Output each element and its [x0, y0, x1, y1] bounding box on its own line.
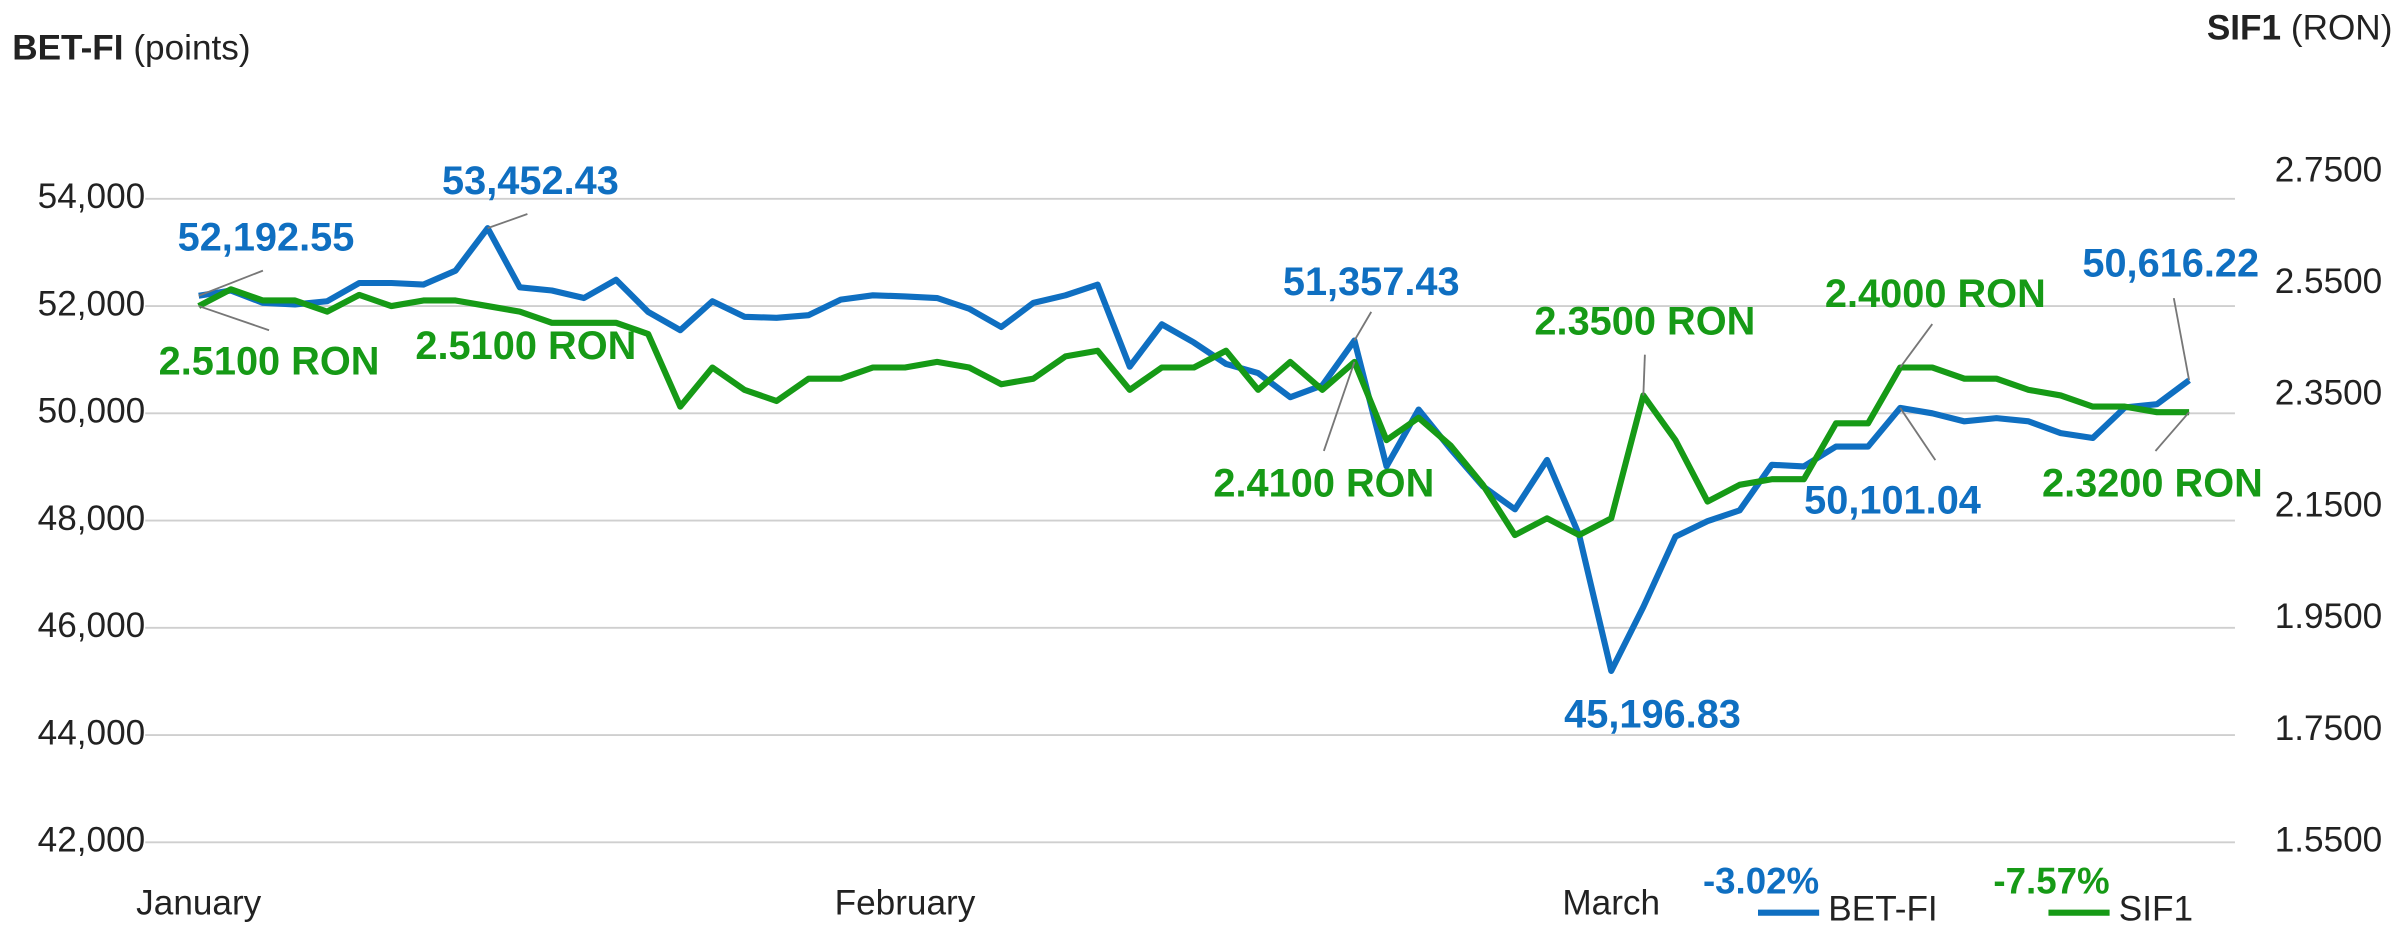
- leader-line: [1900, 324, 1932, 367]
- y-axis-name: BET-FI: [12, 29, 123, 68]
- y2-tick-label: 1.9500: [2275, 597, 2383, 636]
- leader-line: [1354, 312, 1371, 341]
- y2-axis-name: SIF1: [2207, 9, 2281, 48]
- data-label: 2.5100 RON: [159, 339, 380, 383]
- y2-tick-label: 1.7500: [2275, 709, 2383, 748]
- data-label: 51,357.43: [1283, 260, 1460, 304]
- data-label: 50,616.22: [2082, 242, 2259, 286]
- y-tick-label: 44,000: [38, 713, 146, 752]
- data-label: 2.4100 RON: [1213, 462, 1434, 506]
- y2-axis-title: SIF1 (RON): [2207, 9, 2393, 48]
- y-tick-label: 50,000: [38, 392, 146, 431]
- y2-tick-label: 2.3500: [2275, 374, 2383, 413]
- y-tick-label: 48,000: [38, 499, 146, 538]
- leader-line: [1643, 355, 1645, 396]
- chart: BET-FI (points) SIF1 (RON) 42,000 44,000 4…: [0, 0, 2397, 931]
- leader-line: [2155, 412, 2189, 451]
- data-label: 52,192.55: [178, 216, 355, 260]
- x-tick-label: March: [1562, 883, 1660, 922]
- y2-tick-label: 2.7500: [2275, 150, 2383, 189]
- y2-tick-label: 2.5500: [2275, 262, 2383, 301]
- data-label: 2.3500 RON: [1534, 300, 1755, 344]
- leader-line: [199, 306, 269, 330]
- y-tick-label: 54,000: [38, 177, 146, 216]
- data-label: 45,196.83: [1564, 692, 1741, 736]
- y2-tick-label: 2.1500: [2275, 485, 2383, 524]
- legend-change: -7.57%: [1993, 860, 2109, 901]
- leader-line: [2174, 298, 2189, 380]
- data-label: 2.5100 RON: [415, 324, 636, 368]
- data-label: 53,452.43: [442, 159, 619, 203]
- legend-label: SIF1: [2119, 889, 2193, 928]
- legend-change: -3.02%: [1703, 860, 1819, 901]
- data-label: 50,101.04: [1804, 478, 1981, 522]
- leader-line: [488, 214, 528, 228]
- data-label: 2.3200 RON: [2042, 462, 2263, 506]
- legend-label: BET-FI: [1828, 889, 1937, 928]
- y2-axis-unit: (RON): [2291, 9, 2393, 48]
- x-tick-label: February: [835, 883, 976, 922]
- y-tick-label: 46,000: [38, 606, 146, 645]
- y-tick-label: 52,000: [38, 284, 146, 323]
- page: {"chart_data": { "type": "line", "ylabel…: [0, 0, 2397, 931]
- y2-tick-label: 1.5500: [2275, 821, 2383, 860]
- x-tick-label: January: [136, 883, 261, 922]
- y-tick-label: 42,000: [38, 821, 146, 860]
- y-axis-title: BET-FI (points): [12, 29, 250, 68]
- data-label: 2.4000 RON: [1825, 272, 2046, 316]
- y-axis-unit: (points): [133, 29, 250, 68]
